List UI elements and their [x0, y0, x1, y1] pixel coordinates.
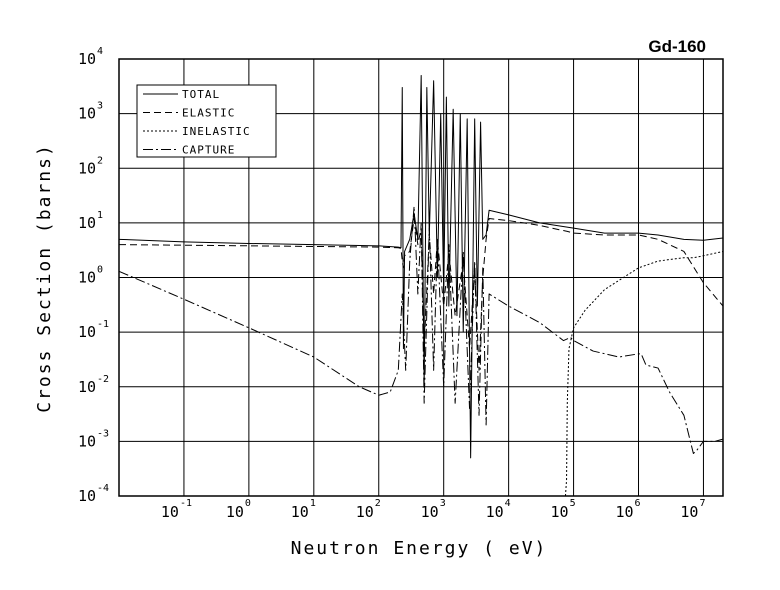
- x-tick-base: 10: [680, 503, 698, 521]
- y-tick-exponent: -2: [97, 374, 109, 385]
- y-tick-label: 10 4: [78, 46, 103, 68]
- x-tick-base: 10: [551, 503, 569, 521]
- x-tick-base: 10: [161, 503, 179, 521]
- x-tick-exponent: -1: [180, 498, 192, 509]
- y-tick-exponent: 0: [97, 265, 103, 276]
- x-tick-label: 10 1: [291, 498, 316, 521]
- y-tick-label: 10 2: [78, 155, 103, 177]
- y-tick-base: 10: [78, 323, 96, 341]
- y-tick-base: 10: [78, 214, 96, 232]
- x-tick-exponent: 0: [245, 498, 251, 509]
- y-tick-label: 10 1: [78, 210, 103, 232]
- y-tick-exponent: 4: [97, 46, 103, 57]
- series-line-inelastic: [564, 250, 723, 496]
- y-tick-label: 10 -2: [78, 374, 109, 396]
- x-tick-labels: 10 -1 10 0 10 1 10 2 10 3 10 4 10 5 10 6 10 7: [161, 498, 706, 521]
- x-tick-base: 10: [356, 503, 374, 521]
- x-tick-base: 10: [226, 503, 244, 521]
- y-tick-label: 10 -4: [78, 483, 109, 505]
- x-tick-exponent: 2: [375, 498, 381, 509]
- y-tick-exponent: -4: [97, 483, 109, 494]
- series-line-elastic: [119, 218, 723, 371]
- x-tick-label: 10 3: [421, 498, 446, 521]
- y-axis-title: Cross Section (barns): [34, 143, 55, 413]
- series-line-total: [119, 74, 723, 459]
- x-tick-exponent: 3: [440, 498, 446, 509]
- legend-label-capture: CAPTURE: [182, 144, 235, 157]
- legend-label-total: TOTAL: [182, 88, 220, 101]
- x-tick-label: 10 -1: [161, 498, 192, 521]
- y-tick-base: 10: [78, 159, 96, 177]
- y-tick-label: 10 0: [78, 265, 103, 287]
- y-tick-base: 10: [78, 432, 96, 450]
- y-tick-exponent: 3: [97, 101, 103, 112]
- y-tick-base: 10: [78, 378, 96, 396]
- x-tick-base: 10: [486, 503, 504, 521]
- legend: TOTAL ELASTIC INELASTIC CAPTURE: [136, 84, 277, 158]
- series-group: [119, 74, 723, 496]
- x-tick-label: 10 6: [615, 498, 640, 521]
- series-line-capture: [119, 205, 723, 454]
- y-tick-exponent: 2: [97, 155, 103, 166]
- y-tick-base: 10: [78, 487, 96, 505]
- x-tick-base: 10: [615, 503, 633, 521]
- x-tick-exponent: 1: [310, 498, 316, 509]
- x-tick-exponent: 5: [570, 498, 576, 509]
- chart-title: Gd-160: [648, 37, 706, 56]
- x-tick-label: 10 0: [226, 498, 251, 521]
- x-tick-label: 10 2: [356, 498, 381, 521]
- x-tick-exponent: 4: [505, 498, 511, 509]
- y-tick-base: 10: [78, 50, 96, 68]
- y-tick-exponent: 1: [97, 210, 103, 221]
- x-tick-base: 10: [421, 503, 439, 521]
- legend-label-elastic: ELASTIC: [182, 107, 235, 120]
- legend-box: [136, 84, 277, 158]
- x-tick-label: 10 4: [486, 498, 511, 521]
- y-tick-exponent: -1: [97, 319, 109, 330]
- y-tick-label: 10 -1: [78, 319, 109, 341]
- y-tick-label: 10 -3: [78, 428, 109, 450]
- x-tick-exponent: 7: [699, 498, 705, 509]
- x-tick-label: 10 7: [680, 498, 705, 521]
- x-tick-label: 10 5: [551, 498, 576, 521]
- y-tick-base: 10: [78, 269, 96, 287]
- y-tick-exponent: -3: [97, 428, 109, 439]
- legend-label-inelastic: INELASTIC: [182, 125, 251, 138]
- x-tick-exponent: 6: [635, 498, 641, 509]
- x-tick-base: 10: [291, 503, 309, 521]
- y-tick-base: 10: [78, 105, 96, 123]
- y-tick-label: 10 3: [78, 101, 103, 123]
- x-axis-title: Neutron Energy ( eV): [291, 538, 548, 559]
